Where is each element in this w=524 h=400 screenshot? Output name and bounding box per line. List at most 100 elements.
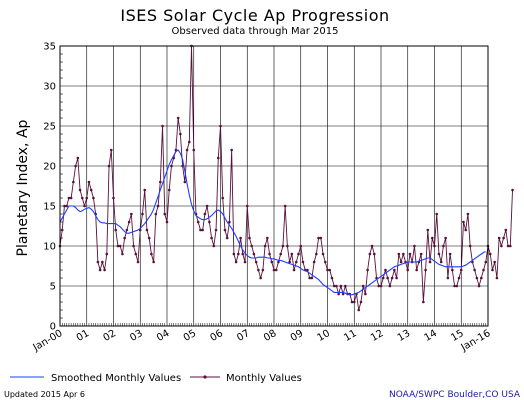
monthly-point xyxy=(350,300,354,304)
monthly-point xyxy=(459,268,463,272)
x-tick-label: 06 xyxy=(208,328,225,344)
monthly-point xyxy=(457,276,461,280)
monthly-point xyxy=(502,236,505,240)
x-tick-label: 14 xyxy=(422,328,439,344)
monthly-point xyxy=(283,204,287,208)
monthly-point xyxy=(114,228,118,232)
monthly-point xyxy=(477,284,481,288)
monthly-point xyxy=(279,252,282,256)
monthly-point xyxy=(83,204,86,208)
monthly-point xyxy=(232,252,236,256)
monthly-point xyxy=(397,252,401,256)
monthly-point xyxy=(179,132,182,136)
x-tick-label: 10 xyxy=(315,328,332,344)
monthly-point xyxy=(130,212,133,216)
monthly-point xyxy=(176,116,180,120)
plot-grid xyxy=(60,46,488,326)
monthly-point xyxy=(413,244,416,248)
updated-note: Updated 2015 Apr 6 xyxy=(4,390,85,399)
monthly-point xyxy=(105,252,109,256)
monthly-point xyxy=(154,212,158,216)
monthly-point xyxy=(448,252,452,256)
monthly-point xyxy=(368,252,372,256)
monthly-point xyxy=(484,260,488,264)
legend-monthly-marker xyxy=(203,375,207,379)
monthly-point xyxy=(408,252,412,256)
monthly-point xyxy=(352,300,356,304)
monthly-point xyxy=(475,276,479,280)
x-tick-label: 04 xyxy=(155,328,172,344)
monthly-point xyxy=(341,292,345,296)
monthly-point xyxy=(121,252,124,256)
monthly-point xyxy=(437,252,441,256)
monthly-point xyxy=(228,220,231,224)
monthly-point xyxy=(493,260,496,264)
monthly-point xyxy=(74,164,77,168)
monthly-point xyxy=(310,276,314,280)
monthly-point xyxy=(497,236,501,240)
monthly-point xyxy=(462,220,465,224)
series-layer xyxy=(58,44,514,312)
monthly-point xyxy=(317,236,320,240)
monthly-point xyxy=(272,268,276,272)
monthly-point xyxy=(187,140,191,144)
monthly-point xyxy=(319,236,323,240)
monthly-point xyxy=(76,156,80,160)
monthly-point xyxy=(508,244,512,248)
y-tick-label: 15 xyxy=(43,202,56,213)
y-tick-label: 20 xyxy=(43,162,56,173)
monthly-point xyxy=(87,180,91,184)
monthly-point xyxy=(442,244,445,248)
monthly-point xyxy=(237,252,240,256)
monthly-point xyxy=(386,276,389,280)
monthly-point xyxy=(67,196,71,200)
x-tick-label: 05 xyxy=(182,328,199,344)
monthly-point xyxy=(96,260,100,264)
monthly-point xyxy=(401,252,405,256)
legend-monthly-label: Monthly Values xyxy=(226,373,302,384)
monthly-point xyxy=(312,260,316,264)
monthly-point xyxy=(212,244,216,248)
x-tick-label: 01 xyxy=(75,328,92,344)
x-tick-label: Jan-00 xyxy=(31,328,65,354)
monthly-point xyxy=(241,252,245,256)
monthly-point xyxy=(424,268,427,272)
monthly-point xyxy=(274,268,278,272)
monthly-point xyxy=(500,244,503,248)
monthly-point xyxy=(199,228,202,232)
monthly-point xyxy=(473,268,476,272)
monthly-point xyxy=(78,188,82,192)
monthly-point xyxy=(388,284,392,288)
x-tick-label: 08 xyxy=(262,328,279,344)
monthly-point xyxy=(214,228,218,232)
monthly-point xyxy=(297,252,300,256)
monthly-point xyxy=(245,204,249,208)
monthly-point xyxy=(364,292,367,296)
monthly-point xyxy=(257,268,260,272)
monthly-point xyxy=(80,196,84,200)
monthly-point xyxy=(464,228,468,232)
monthly-point xyxy=(290,252,294,256)
monthly-point xyxy=(326,268,329,272)
monthly-point xyxy=(323,260,327,264)
monthly-point xyxy=(183,180,187,184)
monthly-point xyxy=(230,148,233,152)
monthly-point xyxy=(252,252,256,256)
monthly-point xyxy=(406,268,410,272)
monthly-point xyxy=(390,276,394,280)
monthly-point xyxy=(161,124,164,128)
monthly-point xyxy=(357,308,361,312)
monthly-point xyxy=(415,268,418,272)
monthly-point xyxy=(112,196,115,200)
monthly-point xyxy=(208,220,211,224)
monthly-point xyxy=(109,148,113,152)
monthly-point xyxy=(150,252,153,256)
monthly-point xyxy=(419,252,423,256)
monthly-point xyxy=(225,236,229,240)
monthly-point xyxy=(65,204,68,208)
monthly-point xyxy=(239,236,242,240)
monthly-point xyxy=(359,300,363,304)
monthly-point xyxy=(361,284,365,288)
monthly-point xyxy=(254,260,258,264)
monthly-point xyxy=(281,244,285,248)
